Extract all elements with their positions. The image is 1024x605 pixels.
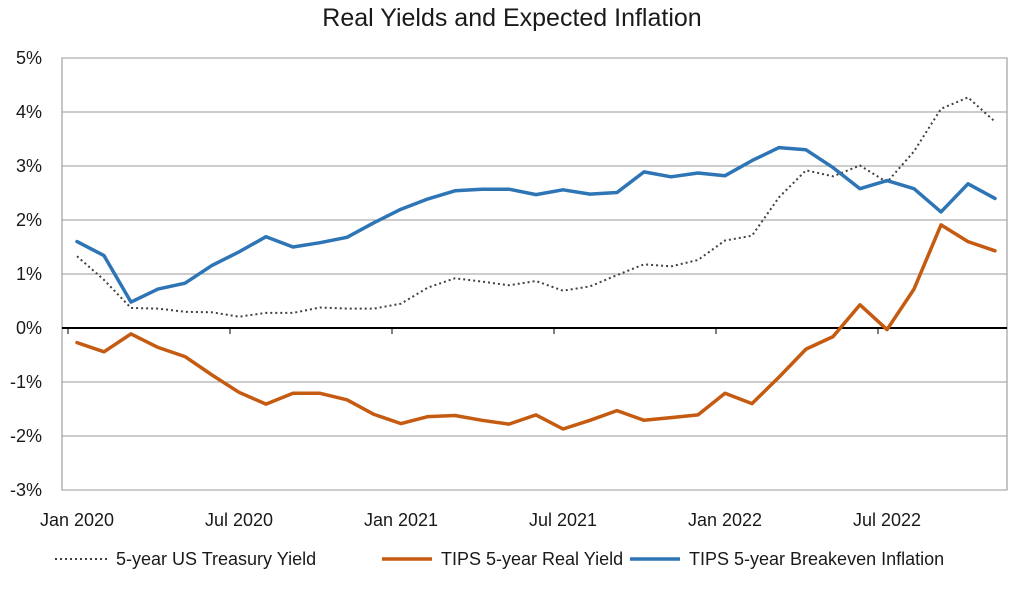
y-tick-label: -2% <box>10 426 42 446</box>
x-tick-label: Jan 2020 <box>40 510 114 530</box>
chart-title: Real Yields and Expected Inflation <box>322 4 702 32</box>
y-tick-label: 1% <box>16 264 42 284</box>
series-lines <box>75 96 997 431</box>
y-tick-label: 3% <box>16 156 42 176</box>
x-tick-label: Jul 2021 <box>529 510 597 530</box>
y-tick-label: -1% <box>10 372 42 392</box>
series-line-3 <box>75 145 997 304</box>
y-tick-label: 5% <box>16 48 42 68</box>
gridlines <box>61 57 1008 491</box>
series-line-2 <box>75 223 997 431</box>
y-tick-label: 4% <box>16 102 42 122</box>
legend-label-2: TIPS 5-year Real Yield <box>441 549 623 569</box>
legend-label-1: 5-year US Treasury Yield <box>116 549 316 569</box>
x-tick-label: Jul 2022 <box>853 510 921 530</box>
y-tick-label: -3% <box>10 480 42 500</box>
axes: -3% -2% -1% 0% 1% 2% 3% 4% 5% Jan 2020 Jul 2020 Jan… <box>10 48 1007 530</box>
legend: 5-year US Treasury Yield TIPS 5-year Real… <box>55 549 944 569</box>
legend-label-3: TIPS 5-year Breakeven Inflation <box>689 549 944 569</box>
x-tick-label: Jan 2021 <box>364 510 438 530</box>
series-line-1 <box>76 96 996 318</box>
y-tick-label: 2% <box>16 210 42 230</box>
x-tick-label: Jan 2022 <box>688 510 762 530</box>
y-tick-label: 0% <box>16 318 42 338</box>
x-tick-label: Jul 2020 <box>205 510 273 530</box>
